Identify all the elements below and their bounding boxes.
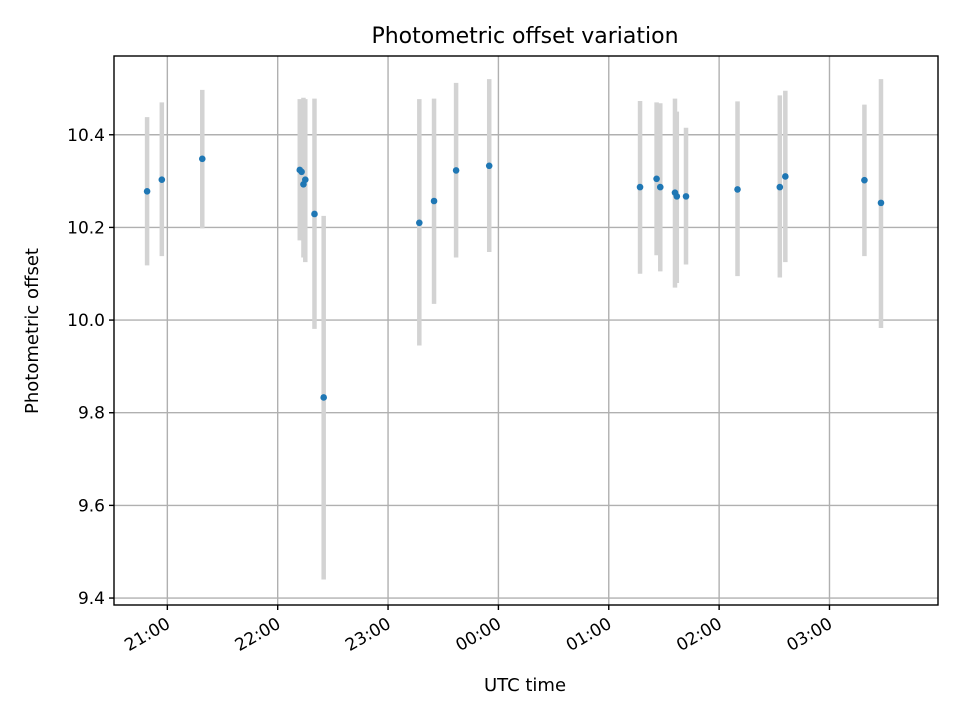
grid-layer <box>114 56 938 605</box>
data-point <box>143 187 151 195</box>
y-tick-label: 9.8 <box>78 404 105 424</box>
data-point <box>653 175 660 183</box>
y-tick-label: 10.0 <box>67 311 105 331</box>
data-point <box>656 183 664 191</box>
y-tick-label: 10.2 <box>67 218 105 238</box>
data-point <box>311 210 318 218</box>
data-point <box>877 199 885 207</box>
data-point <box>776 183 784 191</box>
data-point <box>673 193 681 200</box>
data-point <box>734 186 741 193</box>
x-axis-label: UTC time <box>484 675 566 696</box>
point-layer <box>143 155 885 401</box>
data-point <box>782 173 789 180</box>
data-point <box>416 219 423 227</box>
y-tick-label: 9.4 <box>78 589 105 609</box>
data-point <box>298 168 305 176</box>
data-point <box>198 155 206 163</box>
data-point <box>430 197 438 205</box>
data-point <box>301 176 309 183</box>
y-tick-label: 10.4 <box>67 126 105 146</box>
y-axis-label: Photometric offset <box>22 248 43 414</box>
y-axis: 9.4 9.6 9.8 10.0 10.2 10.4 <box>67 126 114 609</box>
data-point <box>320 394 327 401</box>
data-point <box>485 162 493 170</box>
data-point <box>861 176 868 184</box>
chart-title: Photometric offset variation <box>371 24 678 49</box>
y-tick-label: 9.6 <box>78 496 105 516</box>
data-point <box>158 176 166 183</box>
data-point <box>452 167 460 174</box>
plot-frame <box>113 55 939 606</box>
data-point <box>682 193 690 200</box>
data-point <box>636 183 644 191</box>
